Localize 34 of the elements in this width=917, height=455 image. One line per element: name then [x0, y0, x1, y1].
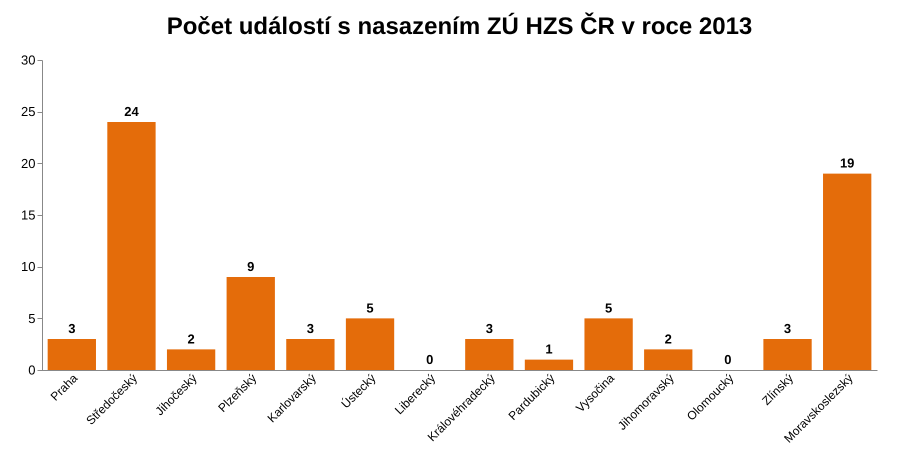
bar — [346, 318, 394, 370]
bar — [823, 174, 872, 370]
y-tick-label: 20 — [21, 156, 36, 171]
data-label: 3 — [784, 321, 792, 336]
y-tick-label: 5 — [28, 310, 36, 326]
bar — [644, 349, 692, 370]
bar — [166, 349, 216, 370]
bar — [286, 339, 335, 370]
data-label: 3 — [306, 321, 314, 336]
data-label: 0 — [426, 352, 434, 367]
y-tick-label: 10 — [21, 259, 36, 274]
data-label: 3 — [68, 321, 76, 336]
bar — [226, 277, 275, 370]
bar — [763, 339, 812, 370]
data-label: 2 — [187, 331, 195, 346]
data-label: 19 — [840, 156, 854, 171]
bar — [524, 360, 574, 370]
y-tick-label: 30 — [21, 52, 36, 68]
data-label: 24 — [124, 104, 140, 119]
data-label: 5 — [604, 300, 612, 316]
bar — [465, 339, 514, 370]
data-label: 5 — [366, 300, 374, 316]
data-label: 2 — [664, 331, 672, 346]
data-label: 9 — [247, 259, 254, 274]
bar — [48, 339, 96, 370]
data-label: 1 — [545, 342, 553, 357]
y-tick-label: 15 — [21, 208, 36, 222]
bar — [107, 122, 156, 370]
y-tick-label: 25 — [21, 104, 36, 120]
data-label: 3 — [486, 321, 493, 336]
data-label: 0 — [724, 352, 732, 367]
bar — [584, 318, 633, 370]
y-tick-label: 0 — [28, 362, 36, 378]
chart-title: Počet událostí s nasazením ZÚ HZS ČR v roce 2013 — [166, 12, 752, 40]
